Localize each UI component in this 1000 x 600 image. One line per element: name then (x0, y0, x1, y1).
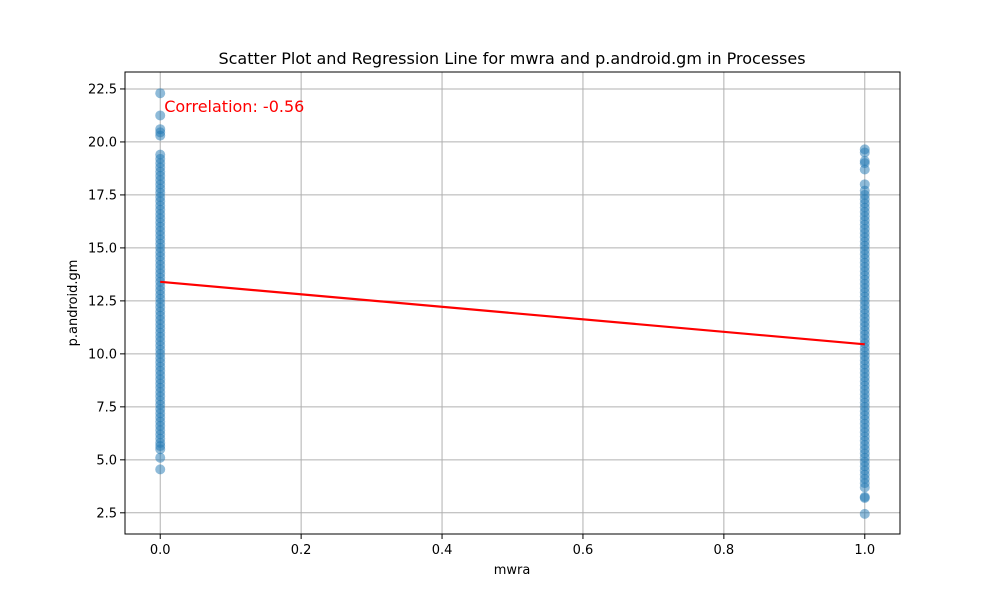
scatter-points (155, 88, 870, 519)
y-tick-label: 12.5 (88, 294, 117, 309)
scatter-point (859, 156, 870, 167)
scatter-point (155, 110, 166, 121)
scatter-point (155, 452, 166, 463)
y-tick-label: 15.0 (88, 241, 117, 256)
regression-line-group (160, 280, 865, 346)
correlation-annotation: Correlation: -0.56 (164, 97, 304, 116)
x-tick-label: 1.0 (854, 543, 875, 558)
y-axis-label: p.android.gm (66, 260, 81, 347)
y-tick-label: 22.5 (88, 82, 117, 97)
scatter-point (859, 144, 870, 155)
scatter-point (155, 464, 166, 475)
y-tick-label: 7.5 (96, 400, 117, 415)
scatter-point (155, 124, 166, 135)
x-tick-label: 0.8 (714, 543, 735, 558)
regression-line (160, 280, 865, 346)
y-tick-label: 5.0 (96, 453, 117, 468)
x-axis-label: mwra (494, 563, 531, 578)
x-tick-label: 0.4 (432, 543, 453, 558)
y-tick-label: 10.0 (88, 347, 117, 362)
scatter-point (859, 508, 870, 519)
y-tick-label: 17.5 (88, 188, 117, 203)
x-tick-label: 0.6 (573, 543, 594, 558)
scatter-point (155, 88, 166, 99)
x-axis-ticks: 0.0 0.2 0.4 0.6 0.8 1.0 (150, 534, 875, 558)
chart-title: Scatter Plot and Regression Line for mwr… (218, 49, 805, 68)
x-tick-label: 0.2 (291, 543, 312, 558)
scatter-point (859, 179, 870, 190)
y-tick-label: 20.0 (88, 135, 117, 150)
scatter-point (859, 491, 870, 502)
scatter-point (155, 149, 166, 160)
x-tick-label: 0.0 (150, 543, 171, 558)
y-tick-label: 2.5 (96, 506, 117, 521)
plot-frame (124, 71, 901, 535)
y-axis-ticks: 2.5 5.0 7.5 10.0 12.5 15.0 17.5 20.0 22.5 (88, 82, 125, 521)
